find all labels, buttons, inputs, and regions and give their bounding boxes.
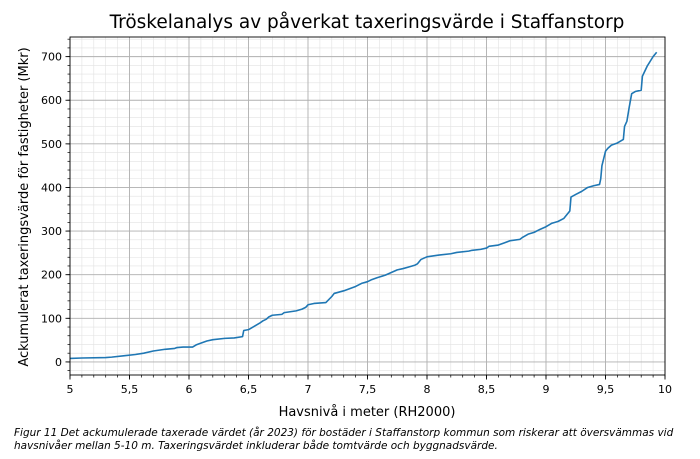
x-tick-label: 10 <box>658 383 672 396</box>
y-tick-label: 500 <box>41 138 62 151</box>
y-tick-label: 100 <box>41 312 62 325</box>
x-tick-label: 5,5 <box>121 383 139 396</box>
x-tick-label: 5 <box>67 383 74 396</box>
chart-title: Tröskelanalys av påverkat taxeringsvärde… <box>109 12 625 33</box>
y-axis-label: Ackumulerat taxeringsvärde för fastighet… <box>17 47 32 366</box>
y-tick-label: 300 <box>41 225 62 238</box>
x-axis-label: Havsnivå i meter (RH2000) <box>279 405 456 420</box>
x-tick-label: 8 <box>424 383 431 396</box>
series-line <box>69 51 658 360</box>
x-tick-label: 8,5 <box>478 383 496 396</box>
x-tick-label: 9,5 <box>597 383 615 396</box>
x-tick-label: 7,5 <box>359 383 377 396</box>
y-tick-label: 400 <box>41 181 62 194</box>
major-grid <box>69 37 666 375</box>
x-axis: 5 5,5 6 6,5 7 7,5 8 8,5 9 9,5 10 <box>67 375 672 396</box>
y-tick-label: 200 <box>41 269 62 282</box>
x-tick-label: 7 <box>305 383 312 396</box>
x-tick-label: 6 <box>186 383 193 396</box>
y-tick-label: 0 <box>55 356 62 369</box>
y-tick-label: 700 <box>41 51 62 64</box>
x-tick-label: 6,5 <box>240 383 258 396</box>
x-tick-label: 9 <box>543 383 550 396</box>
y-tick-label: 600 <box>41 94 62 107</box>
figure-caption: Figur 11 Det ackumulerade taxerade värde… <box>14 427 674 452</box>
y-axis: 0 100 200 300 400 500 600 700 <box>41 38 70 371</box>
